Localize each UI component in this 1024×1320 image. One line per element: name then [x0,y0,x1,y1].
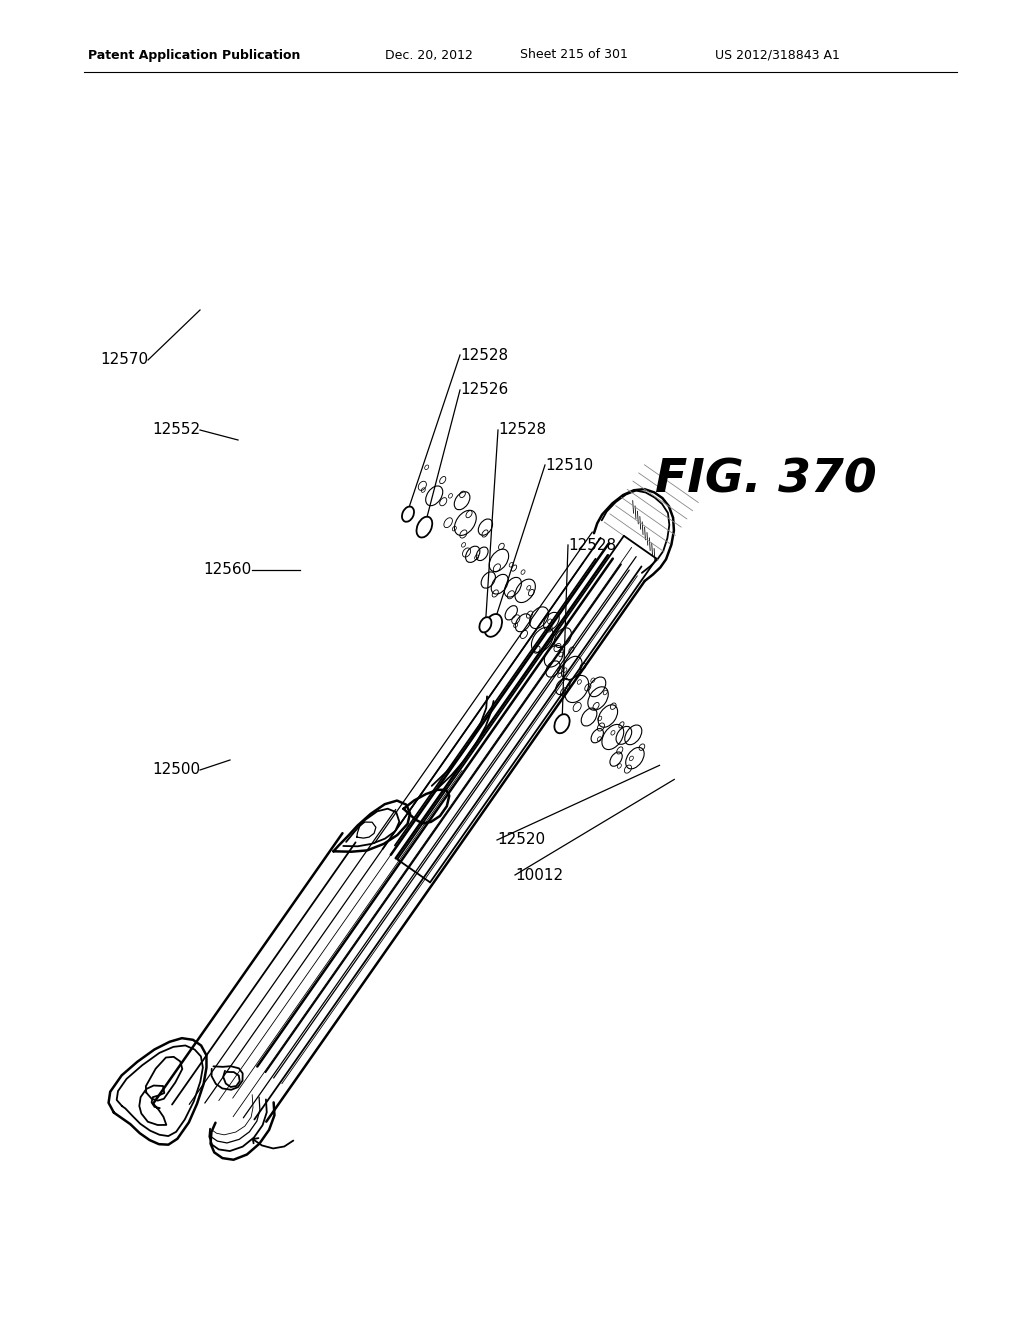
Text: Patent Application Publication: Patent Application Publication [88,49,300,62]
Text: 12570: 12570 [100,352,148,367]
Text: 12560: 12560 [204,562,252,578]
Text: 12500: 12500 [152,763,200,777]
Text: Sheet 215 of 301: Sheet 215 of 301 [520,49,628,62]
Text: 12528: 12528 [498,422,546,437]
Text: Dec. 20, 2012: Dec. 20, 2012 [385,49,473,62]
Ellipse shape [417,516,432,537]
Ellipse shape [402,507,414,521]
Text: 12528: 12528 [568,537,616,553]
Text: 12552: 12552 [152,422,200,437]
Text: 12526: 12526 [460,383,508,397]
Text: 12528: 12528 [460,347,508,363]
Text: 12520: 12520 [497,833,545,847]
Text: 10012: 10012 [515,867,563,883]
Text: 12510: 12510 [545,458,593,473]
Ellipse shape [484,614,502,636]
Text: US 2012/318843 A1: US 2012/318843 A1 [715,49,840,62]
Ellipse shape [479,618,492,632]
Ellipse shape [554,714,569,733]
Text: FIG. 370: FIG. 370 [655,458,877,503]
